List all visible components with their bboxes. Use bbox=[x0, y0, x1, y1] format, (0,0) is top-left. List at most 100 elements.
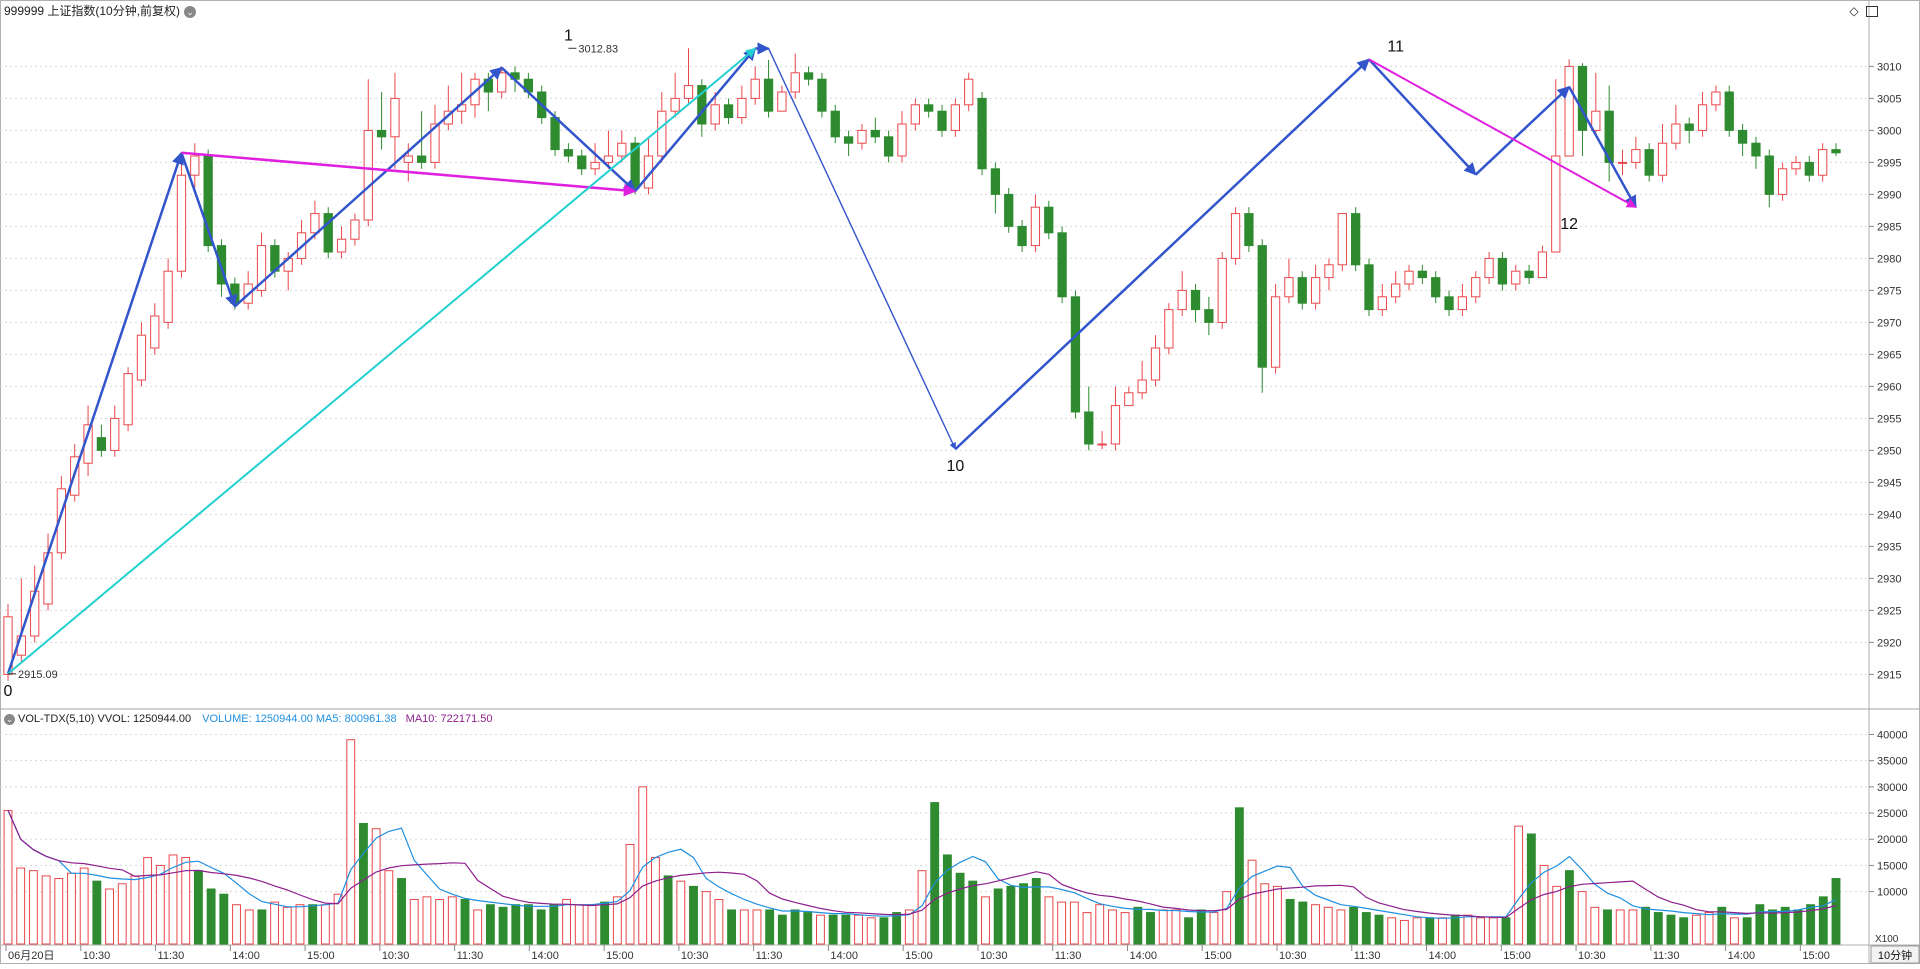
volume-bar bbox=[79, 867, 89, 945]
candle-body bbox=[1377, 296, 1387, 311]
volume-bar bbox=[1057, 901, 1067, 945]
candle-body bbox=[1511, 270, 1521, 285]
wave-label: 0 bbox=[4, 683, 13, 700]
price-grid bbox=[0, 65, 1869, 675]
candle-body bbox=[1804, 161, 1814, 176]
price-tick-label: 2995 bbox=[1877, 157, 1901, 169]
volume-bar bbox=[1704, 912, 1714, 945]
candle-body bbox=[857, 129, 867, 144]
zigzag-overlay bbox=[6, 42, 1637, 675]
candle bbox=[924, 98, 934, 118]
candle-body bbox=[964, 78, 974, 106]
x-tick-label: 10:30 bbox=[1578, 950, 1606, 962]
candle-body bbox=[817, 78, 827, 112]
candle bbox=[817, 72, 827, 118]
volume-bar bbox=[663, 875, 673, 945]
candle bbox=[1124, 386, 1134, 407]
candle-body bbox=[1284, 277, 1294, 298]
candle bbox=[1337, 213, 1347, 272]
candle bbox=[1444, 290, 1454, 316]
window-icon[interactable] bbox=[1866, 6, 1878, 18]
volume-bar bbox=[1399, 919, 1409, 945]
candle bbox=[723, 98, 734, 124]
diamond-icon[interactable]: ◇ bbox=[1849, 4, 1859, 18]
candle bbox=[1497, 252, 1508, 291]
volume-bar bbox=[1044, 896, 1054, 945]
candle-body bbox=[30, 590, 40, 637]
header-right-icons: ◇ bbox=[1849, 4, 1878, 18]
candle bbox=[884, 130, 894, 163]
x-tick-label: 10:30 bbox=[1279, 950, 1307, 962]
volume-bar bbox=[41, 875, 51, 945]
volume-bar bbox=[1717, 906, 1727, 945]
candle bbox=[683, 48, 694, 105]
candle-body bbox=[416, 155, 427, 163]
candle bbox=[950, 98, 960, 137]
candle-body bbox=[870, 129, 880, 138]
volume-bar bbox=[3, 809, 13, 945]
candle bbox=[1204, 296, 1214, 336]
candle bbox=[1257, 239, 1267, 393]
candle-body bbox=[310, 213, 320, 234]
candle-body bbox=[790, 72, 800, 93]
vvol-value: VVOL: 1250944.00 bbox=[97, 713, 192, 725]
candle bbox=[977, 92, 987, 176]
candle bbox=[1724, 85, 1734, 137]
candle-body bbox=[1577, 65, 1588, 131]
volume-bar bbox=[1691, 914, 1701, 945]
candle bbox=[1431, 271, 1441, 304]
price-tick-label: 2950 bbox=[1877, 445, 1901, 457]
candle-body bbox=[1457, 296, 1468, 311]
volume-tick-label: 25000 bbox=[1877, 808, 1908, 820]
candle-body bbox=[430, 123, 440, 163]
volume-bar bbox=[447, 896, 457, 945]
volume-chevron-icon[interactable]: ⌄ bbox=[4, 713, 15, 725]
price-tick-label: 2960 bbox=[1877, 381, 1901, 393]
candle bbox=[1804, 156, 1814, 182]
candle-body bbox=[1084, 411, 1094, 445]
candle bbox=[1217, 252, 1227, 329]
chevron-down-icon[interactable]: ⌄ bbox=[184, 5, 197, 18]
candle-body bbox=[136, 334, 147, 381]
candle-body bbox=[1364, 264, 1374, 311]
candle bbox=[190, 143, 200, 188]
x-tick-label: 14:00 bbox=[232, 950, 260, 962]
candle bbox=[110, 405, 120, 457]
price-tick-label: 3000 bbox=[1877, 125, 1901, 137]
volume-ma5-line bbox=[7, 810, 1837, 919]
x-tick-label: 15:00 bbox=[1503, 950, 1531, 962]
price-tick-label: 2965 bbox=[1877, 349, 1901, 361]
volume-bar bbox=[1412, 917, 1422, 945]
candle bbox=[1324, 258, 1334, 291]
price-tick-label: 2975 bbox=[1877, 285, 1901, 297]
volume-bar bbox=[511, 904, 521, 945]
candle bbox=[1764, 149, 1774, 208]
volume-bar bbox=[206, 888, 216, 945]
candle-body bbox=[1524, 270, 1534, 279]
candle bbox=[777, 85, 787, 112]
candle-body bbox=[683, 85, 694, 99]
volume-bar bbox=[1273, 885, 1282, 945]
candle-body bbox=[550, 117, 560, 151]
volume-bar bbox=[1260, 883, 1270, 945]
candle-body bbox=[1417, 270, 1428, 279]
volume-bar bbox=[1361, 912, 1371, 945]
candle bbox=[617, 130, 627, 163]
volume-bar bbox=[841, 914, 851, 945]
period-button[interactable]: 10分钟 bbox=[1878, 948, 1912, 962]
candle bbox=[1057, 226, 1067, 304]
candle bbox=[1617, 149, 1628, 176]
volume-bar bbox=[689, 885, 698, 945]
candle bbox=[910, 98, 920, 131]
volume-bar bbox=[1818, 896, 1828, 945]
price-tick-label: 2940 bbox=[1877, 509, 1901, 521]
candle bbox=[843, 130, 854, 156]
zigzag-segment bbox=[1568, 86, 1637, 209]
candle-body bbox=[1337, 213, 1347, 266]
volume-bar bbox=[435, 898, 445, 945]
volume-bar bbox=[1463, 914, 1473, 945]
candle-body bbox=[110, 417, 120, 451]
candle-body bbox=[1324, 264, 1334, 279]
candle-body bbox=[723, 104, 734, 119]
